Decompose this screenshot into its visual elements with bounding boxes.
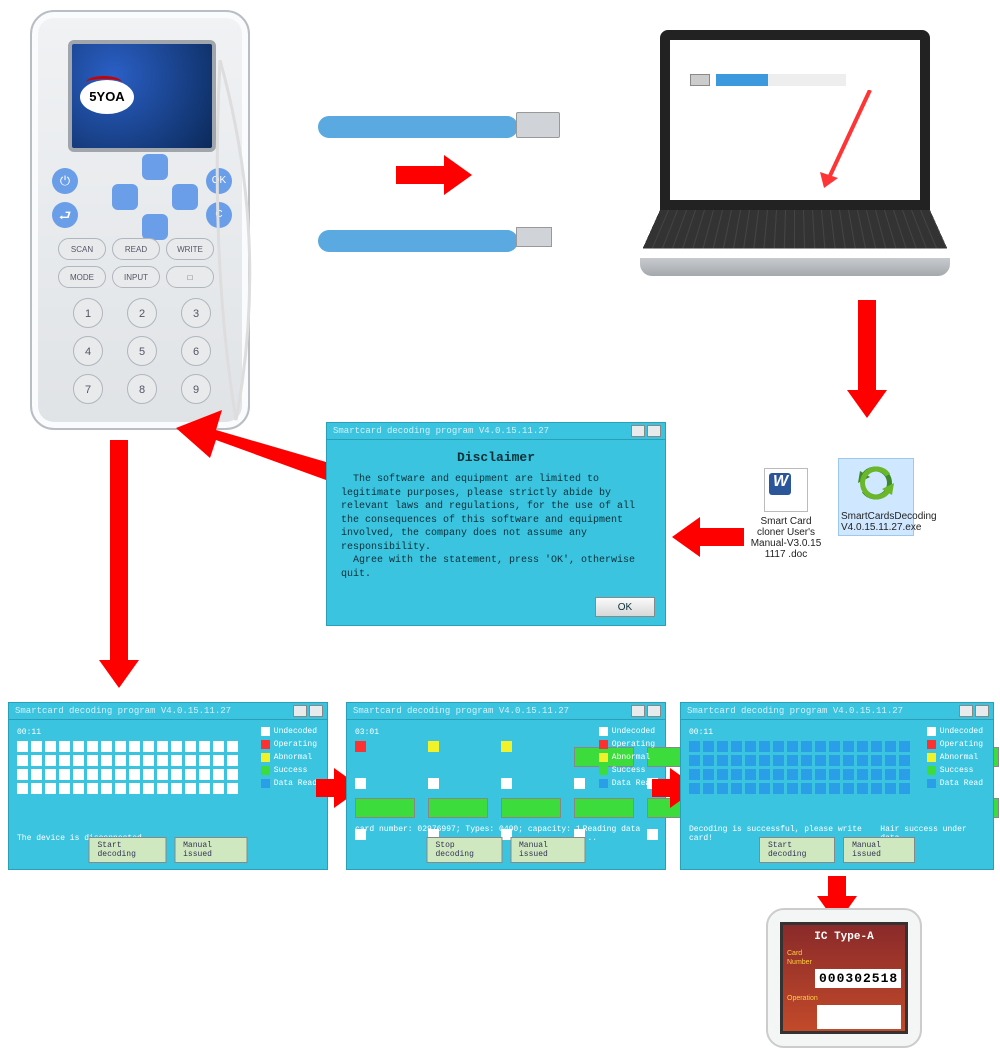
laptop-screen — [660, 30, 930, 210]
minimize-icon[interactable]: - — [631, 425, 645, 437]
num-8[interactable]: 8 — [127, 374, 157, 404]
arrow-cable-laptop — [396, 166, 444, 184]
device-screen: 5YOA — [68, 40, 216, 152]
arrow-d3-result — [828, 876, 846, 896]
usb-micro-cable — [318, 230, 518, 252]
arrow-disclaimer-device — [176, 410, 336, 490]
num-1[interactable]: 1 — [73, 298, 103, 328]
result-card-number: 000302518 — [815, 969, 901, 988]
decoder2-legend: UndecodedOperatingAbnormalSuccessData Re… — [599, 727, 655, 792]
fn-input[interactable]: INPUT — [112, 266, 160, 288]
decoder3-start-button[interactable]: Start decoding — [759, 837, 835, 863]
usb-micro-connector — [516, 227, 552, 247]
laptop — [640, 30, 950, 276]
result-label2: Operation — [783, 994, 817, 1003]
file-doc[interactable]: Smart Card cloner User's Manual-V3.0.15 … — [748, 468, 824, 560]
usb-a-connector — [516, 112, 560, 138]
usb-a-cable — [318, 116, 518, 138]
disclaimer-heading: Disclaimer — [341, 450, 651, 465]
arrow-laptop-files — [858, 300, 876, 390]
decoder1-grid — [17, 741, 235, 794]
decoder1-start-button[interactable]: Start decoding — [89, 837, 167, 863]
disclaimer-window: Smartcard decoding program V4.0.15.11.27… — [326, 422, 666, 626]
install-progress — [716, 74, 846, 86]
num-4[interactable]: 4 — [73, 336, 103, 366]
result-operation-bar — [817, 1005, 901, 1029]
decoder2-status-right: Reading data ... — [583, 825, 657, 843]
arrow-device-decoder1 — [110, 440, 128, 660]
disclaimer-titlebar: Smartcard decoding program V4.0.15.11.27… — [327, 423, 665, 440]
decoder1-legend: UndecodedOperatingAbnormalSuccessData Re… — [261, 727, 317, 792]
close-icon[interactable]: × — [647, 425, 661, 437]
disclaimer-ok-button[interactable]: OK — [595, 597, 655, 617]
decoder-window-2: Smartcard decoding program V4.0.15.11.27… — [346, 702, 666, 870]
decoder3-grid — [689, 741, 907, 794]
fn-scan[interactable]: SCAN — [58, 238, 106, 260]
decoder1-manual-button[interactable]: Manual issued — [174, 837, 247, 863]
result-device: IC Type-A Card Number 000302518 Operatio… — [766, 908, 922, 1048]
device-lanyard — [200, 60, 280, 440]
num-2[interactable]: 2 — [127, 298, 157, 328]
fn-read[interactable]: READ — [112, 238, 160, 260]
file-exe-label: SmartCardsDecoding V4.0.15.11.27.exe — [841, 511, 911, 533]
power-button[interactable]: ⏻ — [52, 168, 78, 194]
result-label1: Card Number — [783, 949, 811, 967]
arrow-d2-d3 — [652, 779, 670, 797]
back-button[interactable]: ⮐ — [52, 202, 78, 228]
arrow-d1-d2 — [316, 779, 334, 797]
decoder2-stop-button[interactable]: Stop decoding — [427, 837, 503, 863]
decoder-window-1: Smartcard decoding program V4.0.15.11.27… — [8, 702, 328, 870]
decoder3-legend: UndecodedOperatingAbnormalSuccessData Re… — [927, 727, 983, 792]
file-doc-label: Smart Card cloner User's Manual-V3.0.15 … — [748, 516, 824, 560]
disclaimer-body: The software and equipment are limited t… — [341, 473, 651, 581]
num-7[interactable]: 7 — [73, 374, 103, 404]
result-title: IC Type-A — [783, 925, 905, 949]
decoder-window-3: Smartcard decoding program V4.0.15.11.27… — [680, 702, 994, 870]
decoder3-manual-button[interactable]: Manual issued — [843, 837, 915, 863]
file-exe[interactable]: SmartCardsDecoding V4.0.15.11.27.exe — [838, 458, 914, 536]
num-5[interactable]: 5 — [127, 336, 157, 366]
decoder2-manual-button[interactable]: Manual issued — [510, 837, 586, 863]
fn-mode[interactable]: MODE — [58, 266, 106, 288]
arrow-files-disclaimer — [700, 528, 744, 546]
device-brand-logo: 5YOA — [80, 80, 134, 114]
usb-plug-icon — [690, 74, 710, 86]
